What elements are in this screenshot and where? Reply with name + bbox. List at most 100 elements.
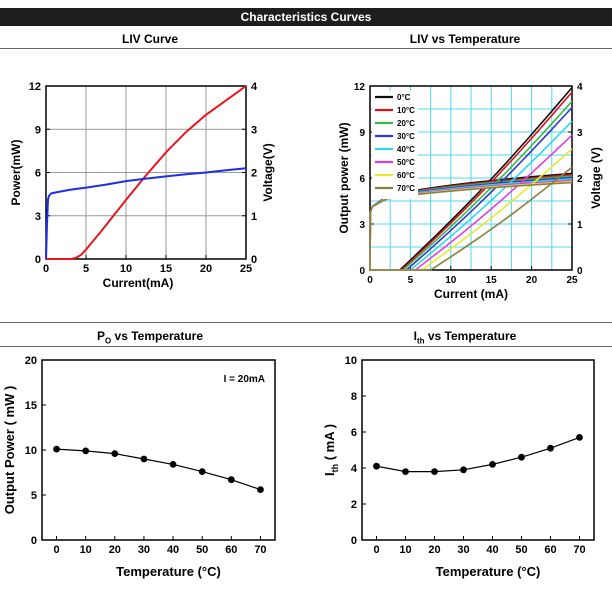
- po-series-line: [56, 448, 261, 491]
- ith-y-axis-label: Ith ( mA ): [322, 424, 340, 476]
- livt-y2-tick-label: 4: [577, 82, 583, 93]
- po-data-point: [227, 476, 235, 484]
- livt-power-line: [370, 148, 573, 271]
- po-data-point: [140, 455, 148, 463]
- ith-x-tick-label: 10: [399, 544, 411, 556]
- ith-x-tick-label: 70: [573, 544, 585, 556]
- ith-data-point: [431, 468, 438, 475]
- divider-middle: [0, 322, 612, 323]
- ith-x-tick-label: 30: [457, 544, 469, 556]
- livt-legend-label: 70°C: [397, 184, 415, 193]
- livt-x-tick-label: 20: [526, 275, 538, 286]
- ith-data-point: [547, 444, 554, 452]
- po-x-tick-label: 50: [196, 544, 208, 556]
- livt-legend-label: 30°C: [397, 132, 415, 141]
- liv-x-tick-label: 25: [240, 263, 252, 275]
- ith-x-axis-label: Temperature (°C): [436, 564, 541, 579]
- livt-legend-label: 10°C: [397, 106, 415, 115]
- ith-y-tick-label: 10: [345, 355, 357, 367]
- po-x-tick-label: 30: [138, 544, 150, 556]
- livt-x-tick-label: 25: [566, 275, 578, 286]
- ith-y-tick-label: 8: [351, 391, 357, 403]
- ith-x-tick-label: 0: [373, 544, 379, 556]
- liv-y2-tick-label: 4: [251, 81, 258, 93]
- ith-x-tick-label: 50: [515, 544, 527, 556]
- livt-legend-label: 50°C: [397, 158, 415, 167]
- po-data-point: [111, 450, 119, 457]
- po-y-tick-label: 10: [25, 445, 37, 457]
- ith-data-point: [373, 462, 380, 470]
- livt-x-axis-label: Current (mA): [434, 287, 508, 301]
- liv-y2-tick-label: 3: [251, 124, 257, 136]
- liv-y2-tick-label: 0: [251, 254, 257, 266]
- ith-title-main: I: [413, 329, 417, 343]
- livt-power-line: [370, 166, 573, 271]
- liv-panel-title: LIV Curve: [121, 32, 178, 46]
- ith-series-line: [376, 436, 580, 473]
- liv-x-axis-label: Current(mA): [103, 276, 174, 290]
- ith-title-rest: vs Temperature: [424, 329, 517, 343]
- livt-x-tick-label: 15: [486, 275, 498, 286]
- liv-y-axis-label: Power(mW): [9, 139, 23, 205]
- livt-power-line: [370, 86, 573, 271]
- livt-power-line: [370, 120, 573, 271]
- po-annotation: I = 20mA: [224, 374, 265, 385]
- liv-y-tick-label: 9: [35, 124, 41, 136]
- po-y-tick-label: 20: [25, 355, 37, 367]
- livt-y-tick-label: 0: [359, 266, 365, 277]
- ith-plot-frame: [361, 359, 595, 541]
- po-data-point: [169, 461, 177, 468]
- po-x-tick-label: 60: [225, 544, 237, 556]
- divider-top: [0, 48, 612, 49]
- livt-y2-tick-label: 2: [577, 174, 583, 185]
- ith-y-axis-label-part: ( mA ): [322, 424, 337, 464]
- livt-y-tick-label: 3: [359, 220, 365, 231]
- liv-y2-tick-label: 2: [251, 168, 257, 180]
- ith-x-tick-label: 40: [486, 544, 498, 556]
- liv-x-tick-label: 20: [200, 263, 212, 275]
- ith-y-tick-label: 4: [351, 463, 358, 475]
- ith-y-tick-label: 6: [351, 427, 357, 439]
- po-title-main: P: [96, 329, 105, 343]
- po-x-tick-label: 20: [109, 544, 121, 556]
- livt-y-axis-label: Output power (mW): [337, 122, 351, 233]
- po-y-tick-label: 0: [31, 535, 37, 547]
- po-data-point: [198, 468, 206, 475]
- page-title: Characteristics Curves: [0, 8, 612, 26]
- ith-title-sub: th: [416, 336, 425, 346]
- ith-y-tick-label: 0: [351, 535, 357, 547]
- liv-y2-tick-label: 1: [251, 211, 257, 223]
- livt-power-line: [370, 100, 573, 271]
- liv-x-tick-label: 15: [160, 263, 172, 275]
- po-title-rest: vs Temperature: [111, 329, 204, 343]
- ith-data-point: [518, 453, 525, 461]
- po-x-tick-label: 0: [54, 544, 60, 556]
- liv-x-tick-label: 0: [43, 263, 49, 275]
- ith-panel-title: Ith vs Temperature: [365, 329, 565, 345]
- livt-legend-label: 20°C: [397, 119, 415, 128]
- livt-x-tick-label: 0: [367, 275, 373, 286]
- ith-x-tick-label: 60: [544, 544, 556, 556]
- po-x-tick-label: 70: [254, 544, 266, 556]
- po-x-tick-label: 40: [167, 544, 179, 556]
- ith-y-tick-label: 2: [351, 499, 357, 511]
- livt-y-tick-label: 12: [354, 82, 366, 93]
- livt-y2-tick-label: 1: [577, 220, 583, 231]
- livt-y2-tick-label: 3: [577, 128, 583, 139]
- livt-x-tick-label: 5: [408, 275, 414, 286]
- liv-y-tick-label: 0: [35, 254, 41, 266]
- livt-legend-label: 0°C: [397, 93, 411, 102]
- livt-y-tick-label: 9: [359, 128, 365, 139]
- ith-data-point: [576, 434, 583, 441]
- liv-series-line: [46, 85, 247, 260]
- po-x-tick-label: 10: [80, 544, 92, 556]
- ith-y-axis-label-part: I: [322, 472, 337, 476]
- liv-y2-axis-label: Voltage(V): [261, 143, 275, 201]
- livt-power-line: [370, 91, 573, 271]
- po-data-point: [82, 447, 90, 455]
- ith-data-point: [489, 461, 496, 468]
- ith-x-tick-label: 20: [428, 544, 440, 556]
- livt-y-tick-label: 6: [359, 174, 365, 185]
- liv-x-tick-label: 5: [83, 263, 89, 275]
